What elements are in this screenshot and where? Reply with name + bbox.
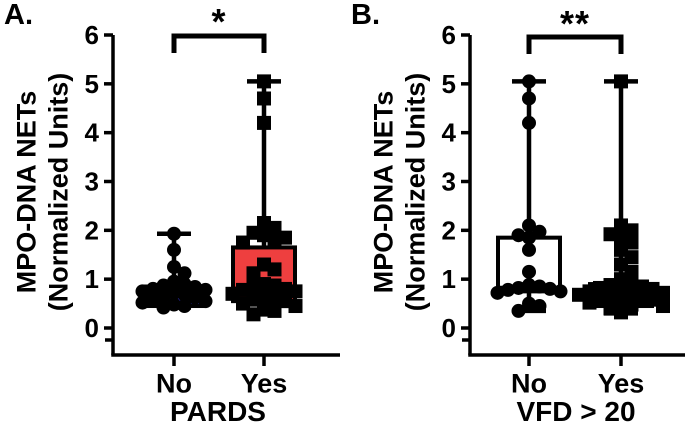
data-point-circle [522, 74, 536, 89]
box-group-yes [572, 74, 670, 320]
data-point-square [267, 303, 282, 318]
panel-b-category-yes: Yes [597, 368, 645, 399]
panel-b-significance-stars: ** [559, 3, 591, 44]
data-point-square [257, 74, 271, 89]
panel-a-category-yes: Yes [240, 368, 288, 399]
data-point-circle [167, 259, 181, 274]
data-point-circle [511, 303, 526, 318]
data-point-circle [135, 295, 150, 310]
box-group-yes [225, 74, 303, 322]
data-point-square [257, 115, 271, 130]
panel-a-y-axis-label-line1: MPO-DNA NETs [11, 90, 42, 294]
data-point-square [257, 91, 271, 106]
data-point-circle [501, 282, 515, 297]
box-group-no [135, 226, 213, 315]
y-tick-label: 5 [85, 69, 99, 99]
data-point-circle [146, 292, 160, 307]
panel-b-y-axis-label-line1: MPO-DNA NETs [368, 90, 399, 294]
data-point-circle [198, 282, 213, 297]
panel-a-plot: 0 1 2 3 4 5 6 [85, 20, 340, 366]
data-point-square [236, 235, 250, 250]
y-tick-label: 2 [442, 215, 456, 245]
y-tick-label: 3 [85, 167, 99, 197]
data-point-circle [490, 285, 505, 300]
panel-a-y-axis-label-line2: (Normalized Units) [43, 72, 74, 312]
data-point-circle [156, 278, 171, 293]
data-point-square [288, 299, 303, 314]
data-point-circle [511, 228, 526, 243]
data-point-circle [188, 290, 202, 305]
data-point-circle [167, 285, 181, 300]
data-point-circle [522, 264, 536, 279]
y-tick-label: 1 [442, 264, 456, 294]
y-tick-label: 2 [85, 215, 99, 245]
panel-b-plot: 0 1 2 3 4 5 6 [442, 20, 685, 366]
y-tick-label: 6 [442, 20, 456, 50]
panel-b-category-no: No [511, 368, 547, 399]
y-tick-label: 3 [442, 167, 456, 197]
data-point-circle [146, 281, 160, 296]
data-point-square [267, 262, 282, 277]
data-point-square [246, 266, 261, 281]
box-group-no [490, 74, 568, 318]
data-point-circle [522, 296, 536, 311]
panel-b-letter: B. [351, 0, 380, 31]
data-point-circle [188, 279, 202, 294]
y-tick-label: 4 [442, 118, 457, 148]
y-tick-label: 5 [442, 69, 456, 99]
data-point-circle [156, 300, 171, 315]
data-point-square [656, 299, 670, 314]
data-point-square [614, 305, 628, 320]
data-point-circle [522, 115, 536, 130]
data-point-circle [177, 266, 192, 281]
data-point-circle [167, 274, 181, 289]
data-point-circle [522, 242, 536, 257]
significance-bracket [526, 34, 624, 54]
data-point-square [267, 233, 282, 248]
data-point-square [236, 296, 250, 311]
y-tick-label: 1 [85, 264, 99, 294]
data-point-square [614, 74, 628, 89]
panel-a-letter: A. [4, 0, 33, 31]
data-point-circle [198, 294, 213, 309]
data-point-circle [522, 91, 536, 106]
data-point-square [246, 307, 261, 322]
y-tick-label: 0 [442, 313, 456, 343]
data-point-circle [522, 218, 536, 233]
data-point-square [582, 295, 597, 310]
panel-a-significance-star: * [211, 1, 227, 42]
y-tick-label: 4 [85, 118, 100, 148]
panel-a-x-axis-title: PARDS [170, 396, 266, 427]
data-point-circle [522, 230, 536, 245]
panel-a-category-no: No [156, 368, 192, 399]
y-tick-label: 6 [85, 20, 99, 50]
data-point-circle [532, 224, 547, 239]
data-point-circle [522, 278, 536, 293]
panel-b-y-axis-label-line2: (Normalized Units) [400, 72, 431, 312]
data-point-circle [532, 279, 547, 294]
data-point-circle [177, 277, 192, 292]
data-point-circle [167, 297, 181, 312]
data-point-circle [532, 299, 547, 314]
data-point-circle [135, 284, 150, 299]
data-point-circle [543, 281, 557, 296]
data-point-circle [553, 284, 568, 299]
data-point-circle [177, 287, 192, 302]
panel-b-x-axis-title: VFD > 20 [516, 396, 636, 427]
data-point-circle [167, 242, 181, 257]
significance-bracket [171, 33, 267, 53]
y-tick-label: 0 [85, 313, 99, 343]
data-point-circle [167, 226, 181, 241]
data-point-circle [511, 280, 526, 295]
data-point-circle [177, 299, 192, 314]
data-point-circle [156, 289, 171, 304]
